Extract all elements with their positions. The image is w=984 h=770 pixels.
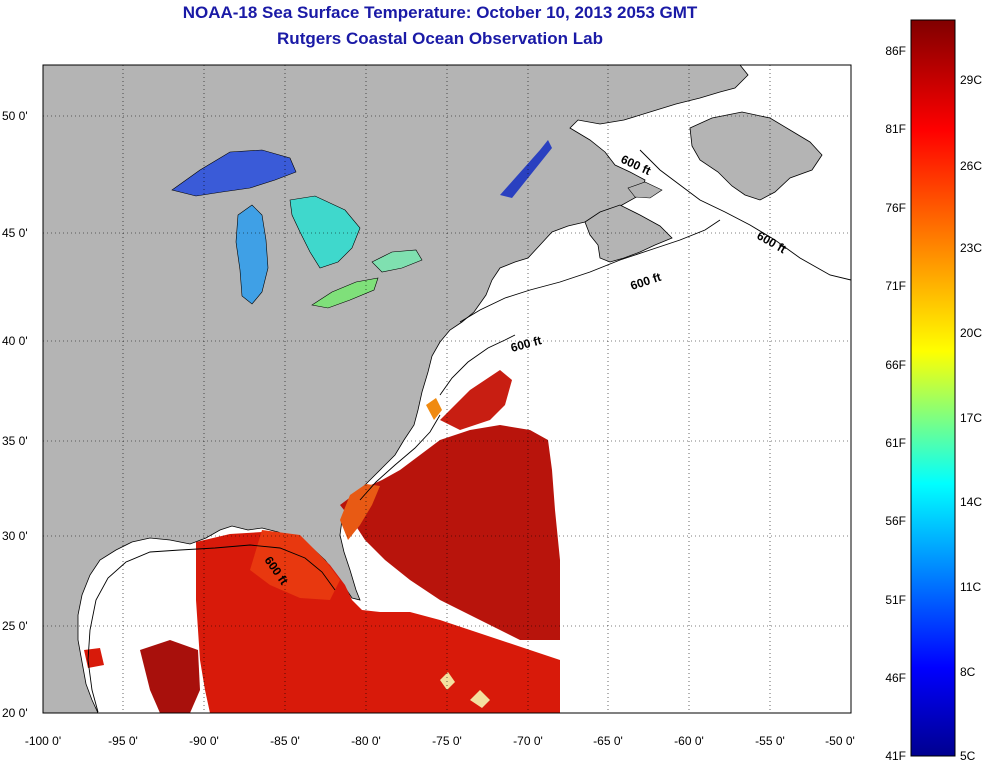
colorbar-c-label: 26C (960, 159, 982, 173)
colorbar-c-label: 5C (960, 749, 976, 763)
colorbar-f-label: 51F (885, 593, 906, 607)
lake-erie (311, 277, 379, 309)
lon-label: -90 0' (189, 734, 219, 748)
colorbar-f-label: 66F (885, 358, 906, 372)
lon-label: -95 0' (108, 734, 138, 748)
lake-huron (289, 195, 361, 269)
lon-label: -55 0' (755, 734, 785, 748)
colorbar-f-label: 76F (885, 201, 906, 215)
colorbar-f-label: 56F (885, 514, 906, 528)
latitude-labels: 50 0' 45 0' 40 0' 35 0' 30 0' 25 0' 20 0… (2, 109, 28, 720)
lat-label: 40 0' (2, 334, 28, 348)
colorbar-f-label: 61F (885, 436, 906, 450)
sst-warm-water (84, 370, 560, 713)
lake-michigan (235, 204, 269, 305)
lon-label: -60 0' (674, 734, 704, 748)
great-lakes (171, 149, 423, 309)
colorbar-c-label: 17C (960, 411, 982, 425)
lon-label: -85 0' (270, 734, 300, 748)
colorbar-c-label: 8C (960, 665, 976, 679)
st-lawrence-sst (500, 140, 552, 198)
land-island (627, 181, 663, 199)
lon-label: -100 0' (25, 734, 61, 748)
longitude-labels: -100 0' -95 0' -90 0' -85 0' -80 0' -75 … (25, 734, 855, 748)
lat-label: 35 0' (2, 434, 28, 448)
colorbar-c-label: 29C (960, 73, 982, 87)
lon-label: -65 0' (593, 734, 623, 748)
land-newfoundland (689, 111, 823, 201)
colorbar-c-label: 23C (960, 241, 982, 255)
land-nova-scotia (584, 204, 673, 263)
lat-label: 25 0' (2, 619, 28, 633)
lat-label: 45 0' (2, 226, 28, 240)
colorbar-f-label: 41F (885, 749, 906, 763)
colorbar-c-label: 11C (960, 580, 981, 594)
graticule (43, 65, 851, 713)
land-north-america (43, 65, 749, 713)
colorbar-f-label: 86F (885, 44, 906, 58)
colorbar (910, 19, 956, 757)
colorbar-f-label: 81F (885, 122, 906, 136)
lat-label: 30 0' (2, 529, 28, 543)
colorbar-c-label: 20C (960, 326, 982, 340)
lake-superior (171, 149, 297, 197)
lat-label: 50 0' (2, 109, 28, 123)
lat-label: 20 0' (2, 706, 28, 720)
lake-ontario (371, 249, 423, 273)
lon-label: -75 0' (432, 734, 462, 748)
lon-label: -80 0' (351, 734, 381, 748)
colorbar-c-label: 14C (960, 495, 982, 509)
map-title: NOAA-18 Sea Surface Temperature: October… (182, 3, 698, 22)
lon-label: -50 0' (825, 734, 855, 748)
map-frame (42, 64, 852, 714)
isobath-600ft (87, 149, 851, 713)
map-subtitle: Rutgers Coastal Ocean Observation Lab (277, 29, 603, 48)
colorbar-f-labels: 86F 81F 76F 71F 66F 61F 56F 51F 46F 41F (885, 44, 906, 763)
colorbar-f-label: 71F (885, 279, 906, 293)
lon-label: -70 0' (513, 734, 543, 748)
colorbar-c-labels: 29C 26C 23C 20C 17C 14C 11C 8C 5C (960, 73, 982, 763)
colorbar-f-label: 46F (885, 671, 906, 685)
